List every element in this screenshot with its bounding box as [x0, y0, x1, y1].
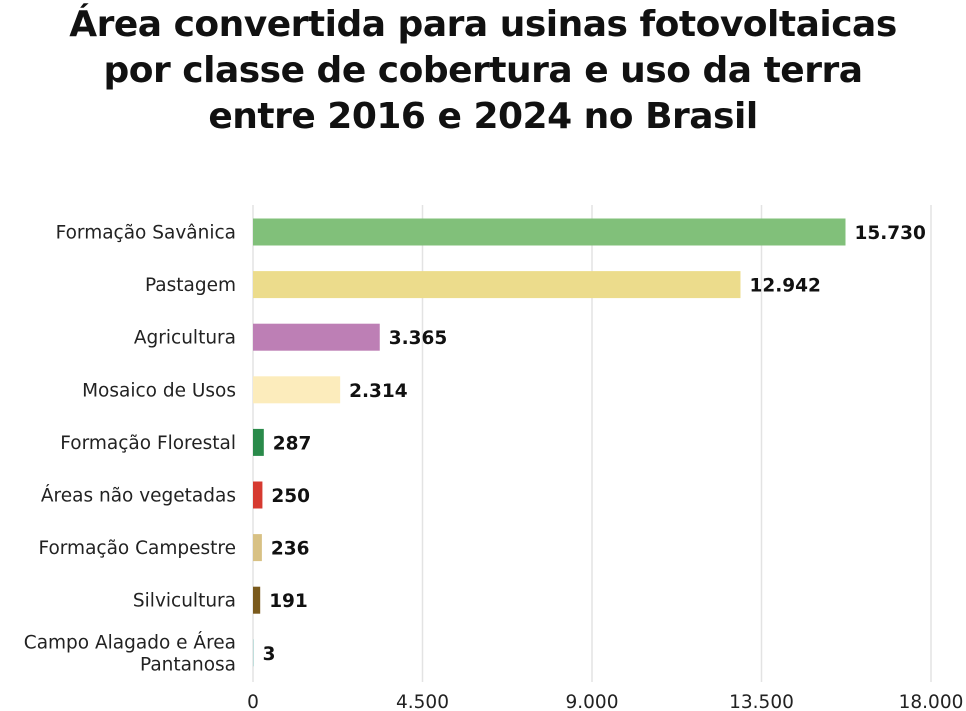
category-label: Formação Florestal	[60, 433, 236, 454]
bar	[253, 586, 261, 614]
category-labels: Formação Savânica Pastagem Agricultura Mosa…	[24, 223, 236, 676]
value-label: 3.365	[389, 328, 448, 349]
x-tick-label: 0	[247, 692, 259, 711]
category-label-line: Campo Alagado e Área	[24, 631, 236, 653]
value-label: 250	[271, 486, 310, 507]
category-label-line: Formação Campestre	[38, 538, 236, 559]
x-tick-label: 9.000	[566, 692, 619, 711]
value-label: 15.730	[854, 223, 925, 244]
category-label-line: Áreas não vegetadas	[41, 485, 236, 507]
bar	[253, 271, 741, 299]
category-label: Formação Campestre	[38, 538, 236, 559]
chart-title-line: entre 2016 e 2024 no Brasil	[208, 96, 758, 137]
chart-title-line: Área convertida para usinas fotovoltaica…	[69, 4, 897, 45]
value-label: 12.942	[749, 276, 820, 297]
category-label-line: Formação Florestal	[60, 433, 236, 454]
bar	[253, 323, 380, 351]
value-label: 191	[269, 591, 308, 612]
bar	[253, 534, 262, 562]
bar	[253, 639, 254, 667]
bar	[253, 376, 341, 404]
category-label-line: Mosaico de Usos	[82, 380, 236, 401]
bar	[253, 218, 846, 246]
value-label: 3	[263, 644, 276, 665]
bar	[253, 481, 263, 509]
bar	[253, 428, 264, 456]
category-label-line: Formação Savânica	[56, 223, 236, 244]
value-label: 236	[271, 539, 310, 560]
category-label: Formação Savânica	[56, 223, 236, 244]
bars	[253, 218, 846, 667]
category-label: Áreas não vegetadas	[41, 485, 236, 507]
chart-title: Área convertida para usinas fotovoltaica…	[0, 2, 966, 140]
category-label-line: Pastagem	[145, 275, 236, 296]
value-label: 287	[273, 433, 312, 454]
category-label: Agricultura	[134, 328, 236, 349]
category-label: Mosaico de Usos	[82, 380, 236, 401]
x-tick-label: 4.500	[396, 692, 449, 711]
category-label-line: Agricultura	[134, 328, 236, 349]
value-label: 2.314	[349, 381, 408, 402]
category-label: Campo Alagado e Área Pantanosa	[24, 631, 236, 675]
category-label-line: Silvicultura	[133, 591, 236, 612]
category-label-line: Pantanosa	[140, 654, 236, 675]
x-tick-label: 18.000	[899, 692, 964, 711]
x-tick-label: 13.500	[729, 692, 794, 711]
chart-title-line: por classe de cobertura e uso da terra	[103, 50, 863, 91]
category-label: Silvicultura	[133, 591, 236, 612]
category-label: Pastagem	[145, 275, 236, 296]
value-labels: 15.730 12.942 3.365 2.314 287 250 236 191 3	[263, 223, 926, 665]
x-axis-ticks: 0 4.500 9.000 13.500 18.000	[247, 692, 963, 711]
